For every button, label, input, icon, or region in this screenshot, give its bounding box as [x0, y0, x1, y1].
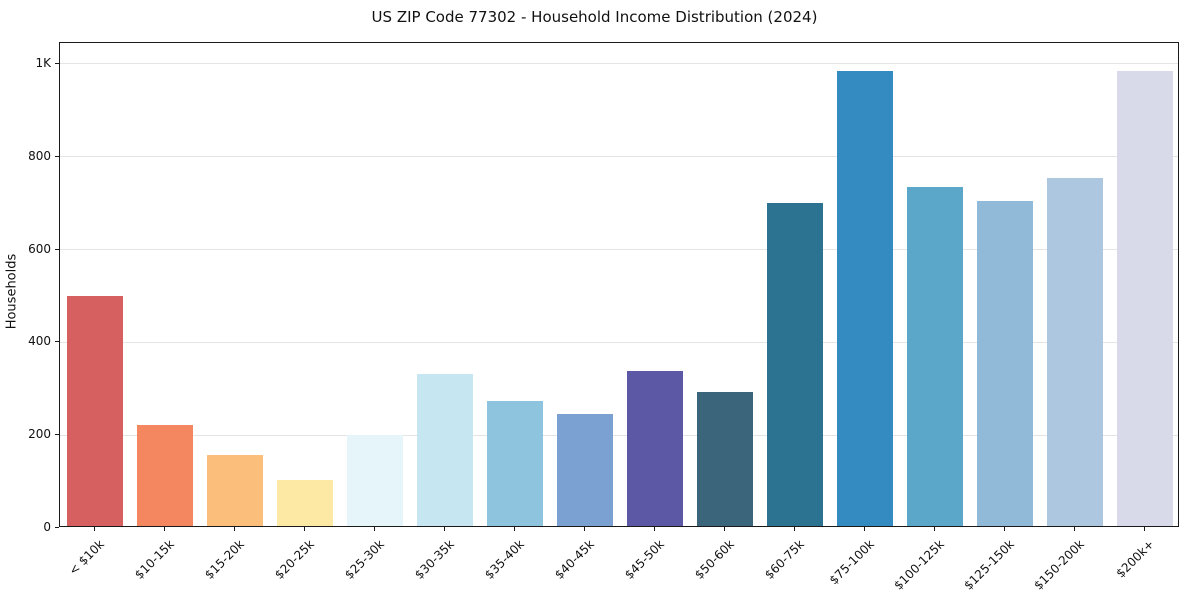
y-tick-label: 1K — [35, 55, 51, 70]
plot-area — [59, 42, 1179, 527]
x-tick-mark — [794, 527, 795, 531]
gridline — [60, 63, 1178, 65]
y-tick-mark — [55, 62, 59, 64]
x-tick-mark — [864, 527, 865, 531]
y-tick-mark — [55, 434, 59, 436]
y-tick-label: 200 — [28, 427, 51, 442]
y-tick-mark — [55, 341, 59, 343]
bar-200k — [1117, 71, 1173, 526]
gridline — [60, 434, 1178, 436]
bar-100-125k — [907, 187, 963, 526]
gridline — [60, 156, 1178, 158]
x-tick-mark — [164, 527, 165, 531]
chart-title: US ZIP Code 77302 - Household Income Dis… — [371, 8, 818, 26]
bar-30-35k — [417, 374, 473, 526]
gridline — [60, 249, 1178, 251]
bar-125-150k — [977, 201, 1033, 526]
bar-60-75k — [767, 202, 823, 526]
y-tick-label: 800 — [28, 148, 51, 163]
bar-50-60k — [697, 392, 753, 526]
x-tick-mark — [444, 527, 445, 531]
x-tick-mark — [304, 527, 305, 531]
y-tick-label: 0 — [43, 520, 51, 534]
bar-75-100k — [837, 71, 893, 526]
gridline — [60, 341, 1178, 343]
x-tick-mark — [234, 527, 235, 531]
bar-10-15k — [137, 424, 193, 526]
y-tick-mark — [55, 527, 59, 528]
bar-35-40k — [487, 400, 543, 526]
bar-20-25k — [277, 479, 333, 526]
x-tick-mark — [1074, 527, 1075, 531]
x-tick-mark — [1004, 527, 1005, 531]
x-tick-mark — [724, 527, 725, 531]
x-tick-mark — [1144, 527, 1145, 531]
bar-10k — [67, 296, 123, 526]
y-tick-label: 400 — [28, 334, 51, 349]
y-tick-mark — [55, 248, 59, 250]
bar-45-50k — [627, 370, 683, 526]
y-tick-label: 600 — [28, 241, 51, 256]
x-tick-mark — [584, 527, 585, 531]
bar-15-20k — [207, 455, 263, 526]
x-tick-mark — [654, 527, 655, 531]
x-tick-mark — [374, 527, 375, 531]
x-tick-label: < $10k — [66, 537, 107, 578]
x-tick-mark — [934, 527, 935, 531]
x-tick-mark — [94, 527, 95, 531]
bar-150-200k — [1047, 177, 1103, 526]
bar-25-30k — [347, 434, 403, 526]
x-tick-mark — [514, 527, 515, 531]
y-tick-mark — [55, 155, 59, 157]
bar-40-45k — [557, 413, 613, 526]
